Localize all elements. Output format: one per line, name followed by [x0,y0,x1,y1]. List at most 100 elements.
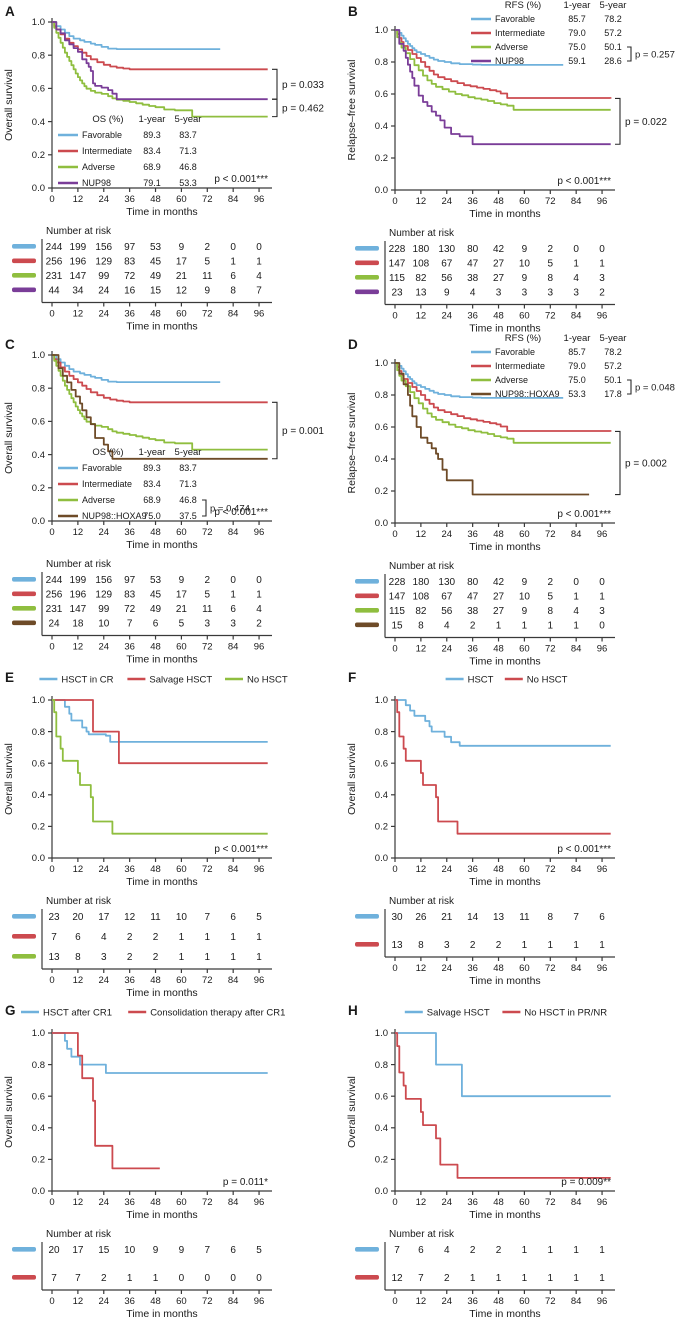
risk-count: 0 [230,1273,236,1284]
risk-count: 13 [391,940,403,951]
legend-item-label: NUP98::HOXA9 [82,511,147,521]
risk-count: 1 [548,621,554,632]
x-tick-label: 84 [228,527,239,538]
risk-x-tick-label: 60 [176,1296,187,1307]
risk-count: 7 [205,1245,211,1256]
km-curve-brown [52,354,268,460]
risk-count: 38 [467,606,479,617]
risk-count: 9 [522,244,528,255]
risk-count: 3 [205,619,211,630]
risk-count: 11 [202,604,213,615]
risk-count: 97 [124,242,136,253]
risk-x-tick-label: 24 [441,1296,452,1307]
risk-row-swatch-red [12,258,36,264]
x-tick-label: 84 [228,1197,239,1208]
y-tick-label: 1.0 [32,17,45,28]
risk-count: 1 [496,621,502,632]
risk-x-tick-label: 84 [228,642,239,653]
risk-row-swatch-red [12,934,36,939]
risk-count: 6 [418,1245,424,1256]
risk-x-axis-title: Time in months [469,1308,540,1320]
risk-count: 6 [153,619,159,630]
risk-count: 17 [176,590,188,601]
y-tick-label: 0.0 [32,1186,45,1197]
risk-count: 1 [230,952,236,963]
risk-table-title: Number at risk [389,561,455,572]
risk-x-tick-label: 48 [150,1296,161,1307]
risk-count: 97 [124,575,136,586]
y-tick-label: 0.6 [32,84,45,95]
risk-count: 9 [179,242,185,253]
risk-count: 4 [573,273,579,284]
y-tick-label: 0.8 [375,57,388,68]
risk-x-tick-label: 36 [467,963,478,974]
risk-count: 1 [548,1245,554,1256]
risk-count: 5 [205,590,211,601]
risk-x-tick-label: 72 [545,963,556,974]
y-tick-label: 0.4 [375,790,388,801]
x-tick-label: 72 [545,529,556,540]
risk-table-title: Number at risk [389,1229,455,1240]
legend-value-1yr: 83.4 [143,479,161,489]
risk-count: 0 [256,575,262,586]
x-tick-label: 24 [441,196,452,207]
x-tick-label: 96 [254,1197,265,1208]
km-curve-brown [395,362,590,496]
x-tick-label: 36 [124,527,135,538]
y-axis-title: Relapse–free survival [346,60,358,161]
km-curve-blue [52,354,221,383]
risk-x-tick-label: 0 [49,642,54,653]
comparison-pvalue: p = 0.001 [282,426,324,437]
risk-count: 7 [573,912,579,923]
risk-x-tick-label: 72 [202,1296,213,1307]
risk-x-tick-label: 60 [519,311,530,322]
risk-count: 0 [230,575,236,586]
risk-count: 23 [391,288,403,299]
legend-item-label: Intermediate [495,361,545,371]
risk-count: 1 [522,940,528,951]
risk-x-tick-label: 48 [150,642,161,653]
x-tick-label: 12 [416,1197,427,1208]
risk-count: 1 [522,1273,528,1284]
risk-row-swatch-purple [355,289,379,295]
x-tick-label: 0 [49,864,54,875]
km-curve-blue [395,362,564,399]
risk-count: 42 [493,244,505,255]
km-curve-red [395,1032,611,1179]
legend-item-label: NUP98::HOXA9 [495,389,560,399]
legend-header: 5-year [175,447,202,458]
comparison-bracket [272,401,278,460]
risk-count: 156 [95,575,112,586]
risk-count: 14 [467,912,479,923]
risk-count: 1 [522,1245,528,1256]
x-tick-label: 60 [176,864,187,875]
legend-value-1yr: 89.3 [143,463,161,473]
risk-table-title: Number at risk [389,896,455,907]
panel-F: F1.00.80.60.40.20.00 12 24 36 48 60 72 84 96Over… [346,670,615,987]
y-tick-label: 0.4 [32,790,45,801]
risk-count: 9 [179,575,185,586]
y-axis-title: Relapse–free survival [346,393,358,494]
x-tick-label: 72 [202,1197,213,1208]
y-tick-label: 0.0 [32,183,45,194]
risk-count: 3 [573,288,579,299]
legend-header: 1-year [564,0,591,11]
risk-count: 1 [599,259,605,270]
risk-count: 199 [70,242,87,253]
risk-x-tick-label: 48 [493,644,504,655]
legend-value-1yr: 79.1 [143,178,161,188]
risk-row-swatch-blue [12,1247,36,1252]
risk-x-tick-label: 60 [176,642,187,653]
risk-x-axis-title: Time in months [469,323,540,334]
x-tick-label: 12 [416,864,427,875]
risk-count: 2 [548,244,554,255]
risk-count: 72 [124,604,136,615]
risk-count: 4 [444,621,450,632]
panel-letter: D [348,337,358,352]
risk-count: 9 [522,577,528,588]
risk-count: 99 [98,271,110,282]
risk-count: 7 [205,912,211,923]
x-tick-label: 96 [597,864,608,875]
risk-x-tick-label: 12 [73,309,84,320]
risk-x-tick-label: 72 [202,309,213,320]
